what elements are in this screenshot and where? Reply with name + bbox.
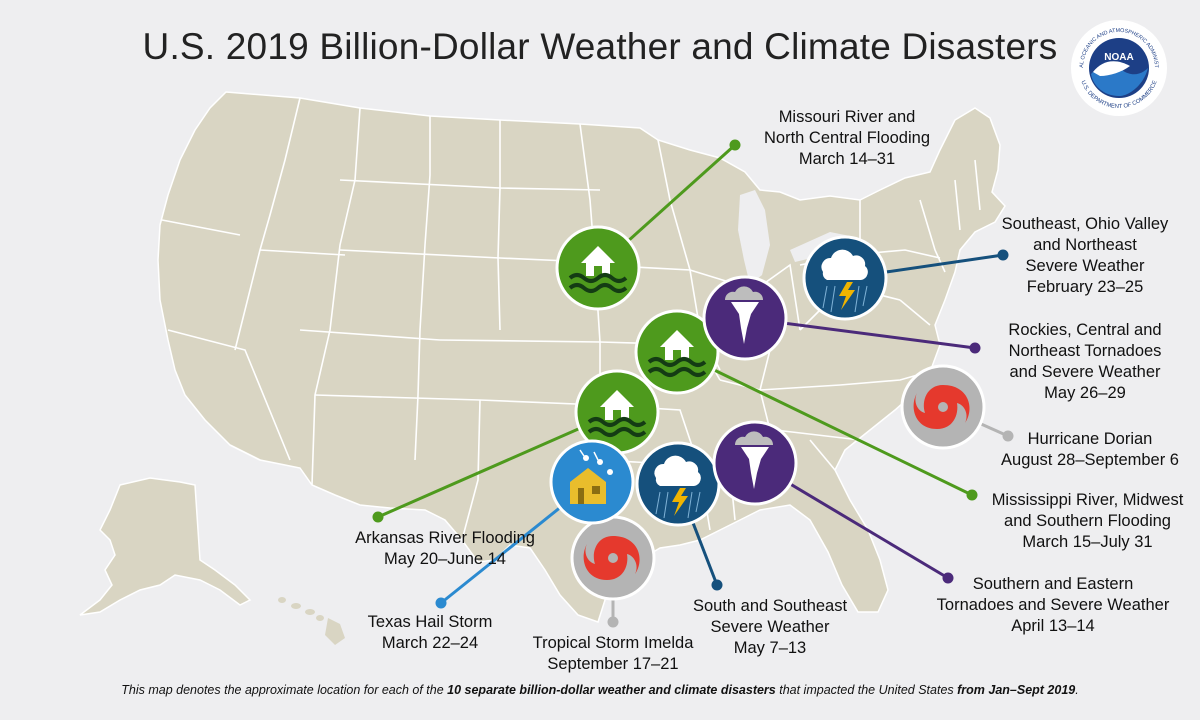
label-line: Southern and Eastern [972, 575, 1134, 593]
label-line: April 13–14 [1011, 617, 1095, 635]
label-line: and Southern Flooding [1004, 512, 1171, 530]
label-line: Hurricane Dorian [1027, 430, 1153, 448]
leader-dot-mississippi [966, 489, 978, 501]
label-line: Texas Hail Storm [367, 613, 493, 631]
label-line: May 20–June 14 [383, 550, 506, 568]
footnote-bold: 10 separate billion-dollar weather and c… [447, 683, 776, 697]
footnote-text: . [1075, 683, 1079, 697]
leader-line-mississippi [676, 350, 973, 497]
leader-dot-south-southeast [711, 579, 723, 591]
label-southern-eastern: Southern and Eastern Tornadoes and Sever… [926, 574, 1180, 637]
label-line: September 17–21 [547, 655, 679, 673]
map-title: U.S. 2019 Billion-Dollar Weather and Cli… [142, 26, 1058, 67]
label-line: Mississippi River, Midwest [991, 491, 1184, 509]
label-texas-hail: Texas Hail Storm March 22–24 [350, 612, 510, 654]
label-line: Severe Weather [1025, 257, 1145, 275]
leader-line-arkansas [377, 410, 618, 519]
label-line: May 26–29 [1044, 384, 1126, 402]
label-line: South and Southeast [692, 597, 848, 615]
severe-storm-icon [635, 441, 721, 527]
label-imelda: Tropical Storm Imelda September 17–21 [518, 633, 708, 675]
label-line: Arkansas River Flooding [355, 529, 535, 547]
leader-dots [372, 139, 1014, 628]
label-line: August 28–September 6 [1001, 451, 1179, 469]
leader-dot-arkansas [372, 511, 384, 523]
label-rockies: Rockies, Central and Northeast Tornadoes… [985, 320, 1185, 404]
label-line: Rockies, Central and [1008, 321, 1162, 339]
contiguous-us-landmass [157, 91, 1006, 623]
severe-storm-icon [802, 235, 888, 321]
great-lakes [738, 190, 770, 285]
flood-icon [555, 225, 641, 311]
footnote: This map denotes the approximate locatio… [0, 683, 1200, 697]
footnote-text: This map denotes the approximate locatio… [121, 683, 448, 697]
alaska [79, 477, 252, 616]
label-line: May 7–13 [733, 639, 807, 657]
noaa-logo-text: NOAA [1104, 52, 1133, 63]
hail-icon [549, 439, 635, 525]
label-line: Northeast Tornadoes [1008, 342, 1162, 360]
leader-dot-southeast-ohio [997, 249, 1009, 261]
label-line: Tropical Storm Imelda [532, 634, 694, 652]
footnote-text: that impacted the United States [775, 683, 958, 697]
tornado-icon [712, 420, 798, 506]
leader-dot-texas-hail [435, 597, 447, 609]
hawaii [278, 597, 345, 645]
leader-dot-rockies [969, 342, 981, 354]
label-line: Tornadoes and Severe Weather [936, 596, 1170, 614]
label-line: March 15–July 31 [1022, 533, 1153, 551]
label-line: North Central Flooding [764, 129, 930, 147]
label-line: March 22–24 [381, 634, 479, 652]
flood-icon [634, 309, 720, 395]
hurricane-icon [570, 515, 656, 601]
label-line: March 14–31 [798, 150, 896, 168]
label-line: and Northeast [1033, 236, 1137, 254]
label-mississippi: Mississippi River, Midwest and Southern … [975, 490, 1200, 553]
label-line: Severe Weather [710, 618, 830, 636]
tornado-icon [702, 275, 788, 361]
label-line: February 23–25 [1026, 278, 1144, 296]
leader-dot-southern-eastern [942, 572, 954, 584]
label-dorian: Hurricane Dorian August 28–September 6 [985, 429, 1195, 471]
label-line: and Severe Weather [1009, 363, 1161, 381]
footnote-bold: from Jan–Sept 2019 [957, 683, 1076, 697]
label-south-southeast: South and Southeast Severe Weather May 7… [680, 596, 860, 659]
label-missouri: Missouri River and North Central Floodin… [752, 107, 942, 170]
label-line: Southeast, Ohio Valley [1001, 215, 1169, 233]
label-line: Missouri River and [778, 108, 916, 126]
label-southeast-ohio: Southeast, Ohio Valley and Northeast Sev… [990, 214, 1180, 298]
leader-dot-imelda [607, 616, 619, 628]
leader-dot-missouri [729, 139, 741, 151]
label-arkansas: Arkansas River Flooding May 20–June 14 [345, 528, 545, 570]
hurricane-icon [900, 364, 986, 450]
leader-dot-dorian [1002, 430, 1014, 442]
